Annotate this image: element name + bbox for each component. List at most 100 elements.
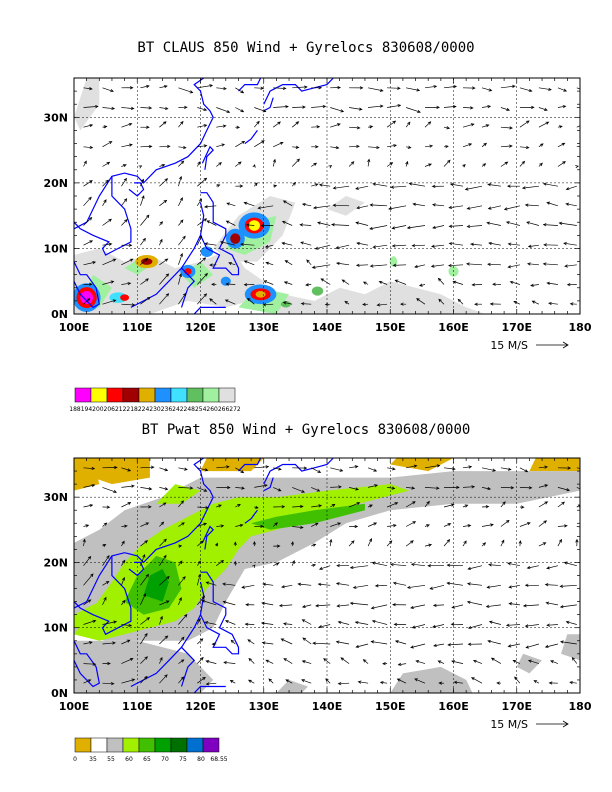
- wind-arrow: [121, 143, 133, 148]
- wind-arrow: [432, 225, 445, 230]
- wind-arrow: [500, 519, 510, 527]
- wind-arrow: [557, 87, 568, 92]
- wind-arrow: [204, 621, 217, 625]
- wind-arrow: [563, 241, 577, 246]
- wind-arrow: [216, 184, 221, 188]
- wind-arrow: [211, 282, 217, 287]
- wind-arrow: [406, 145, 412, 149]
- wind-arrow: [500, 126, 513, 130]
- wind-arrow: [261, 641, 274, 645]
- wind-arrow: [471, 283, 483, 287]
- wind-arrow: [225, 282, 236, 286]
- wind-arrow: [416, 298, 426, 305]
- wind-arrow: [235, 125, 241, 129]
- wind-arrow: [336, 604, 350, 608]
- colorbar-label: 236: [161, 406, 173, 413]
- coastline: [74, 640, 100, 688]
- wind-arrow: [387, 467, 396, 471]
- wind-arrow: [102, 555, 110, 566]
- wind-arrow: [83, 282, 93, 286]
- wind-arrow: [323, 658, 331, 664]
- wind-arrow: [505, 221, 520, 226]
- wind-arrow: [369, 225, 388, 231]
- wind-arrow: [196, 161, 201, 167]
- wind-arrow: [83, 145, 94, 150]
- wind-arrow: [197, 84, 214, 89]
- coastline: [74, 78, 214, 230]
- colorbar-swatch: [74, 387, 92, 403]
- cloud-shade: [255, 291, 266, 298]
- colorbar-swatch: [74, 737, 92, 753]
- wind-arrow: [349, 487, 360, 491]
- wind-arrow: [140, 214, 150, 226]
- wind-arrow: [405, 501, 416, 508]
- wind-arrow: [260, 223, 274, 228]
- wind-arrow: [233, 541, 237, 547]
- wind-arrow: [470, 242, 483, 246]
- wind-arrow: [576, 526, 580, 528]
- wind-arrow: [481, 124, 490, 128]
- wind-arrow: [514, 676, 521, 684]
- coastline: [180, 235, 202, 269]
- wind-arrow: [481, 87, 493, 92]
- wind-arrow: [467, 565, 483, 571]
- wind-arrow: [311, 467, 322, 473]
- wind-arrow: [487, 183, 501, 187]
- wind-arrow: [235, 87, 245, 94]
- wind-arrow: [490, 657, 502, 664]
- wind-arrow: [257, 205, 274, 210]
- coastline: [74, 261, 100, 309]
- wind-arrow: [292, 85, 308, 89]
- wind-arrow: [83, 573, 94, 586]
- wind-arrow: [462, 86, 476, 90]
- wind-arrow: [406, 225, 426, 230]
- wind-arrow: [424, 163, 432, 167]
- wind-arrow: [197, 257, 207, 266]
- wind-arrow: [243, 201, 255, 207]
- wind-arrow: [405, 540, 414, 547]
- wind-arrow: [500, 501, 506, 508]
- wind-arrow: [281, 241, 293, 246]
- wind-arrow: [317, 221, 331, 226]
- wind-arrow: [292, 504, 304, 509]
- wind-arrow: [273, 487, 282, 492]
- wind-arrow: [140, 487, 153, 491]
- wind-arrow: [488, 241, 501, 246]
- wind-arrow: [302, 637, 312, 645]
- wind-arrow: [83, 87, 93, 91]
- wind-arrow: [197, 124, 208, 128]
- colorbar-label: 206: [104, 406, 116, 413]
- wind-arrow: [83, 483, 96, 488]
- pwat-shade: [74, 458, 100, 491]
- wind-arrow: [248, 657, 255, 664]
- wind-arrow: [197, 505, 210, 510]
- wind-arrow: [538, 162, 543, 167]
- lon-tick-label: 110E: [122, 700, 152, 713]
- wind-arrow: [571, 656, 578, 664]
- wind-arrow: [260, 621, 274, 625]
- wind-arrow: [410, 643, 426, 649]
- lat-tick-label: 20N: [43, 177, 68, 190]
- wind-arrow: [387, 104, 402, 108]
- wind-arrow: [121, 639, 131, 645]
- wind-arrow: [432, 203, 445, 207]
- wind-arrow: [576, 467, 580, 469]
- wind-arrow: [159, 293, 170, 305]
- wind-arrow: [311, 183, 319, 187]
- wind-arrow: [121, 177, 127, 187]
- wind-arrow: [311, 264, 331, 269]
- wind-arrow: [301, 660, 312, 664]
- wind-arrow: [557, 142, 566, 148]
- wind-arrow: [462, 123, 475, 128]
- wind-arrow: [575, 165, 580, 169]
- wind-arrow: [408, 182, 426, 187]
- wind-arrow: [335, 582, 350, 586]
- wind-arrow: [550, 660, 559, 664]
- wind-arrow: [368, 104, 384, 108]
- wind-arrow: [415, 660, 426, 664]
- wind-arrow: [140, 84, 150, 89]
- wind-arrow: [211, 642, 217, 646]
- wind-arrow: [557, 487, 571, 492]
- wind-arrow: [222, 600, 236, 606]
- wind-arrow: [414, 678, 426, 684]
